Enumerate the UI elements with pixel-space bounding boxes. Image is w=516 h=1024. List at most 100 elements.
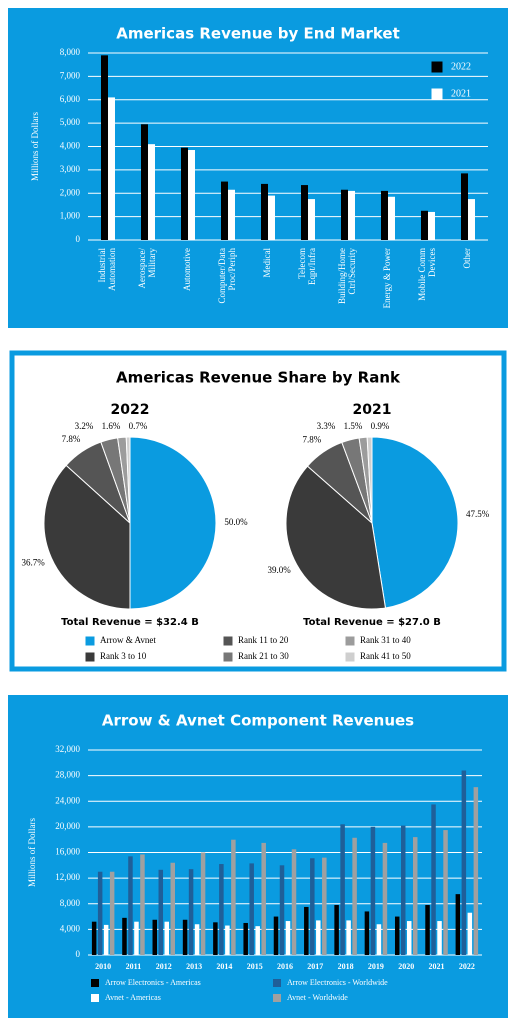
legend-swatch bbox=[85, 652, 95, 662]
data-label: 7.8% bbox=[302, 435, 321, 445]
y-tick-label: 4,000 bbox=[60, 923, 81, 933]
pie-slice bbox=[129, 436, 217, 610]
bar bbox=[394, 916, 400, 955]
bar bbox=[348, 190, 355, 240]
bar bbox=[381, 190, 388, 240]
chart-title: Arrow & Avnet Component Revenues bbox=[102, 712, 414, 730]
bar bbox=[388, 196, 395, 240]
bar bbox=[101, 55, 108, 241]
x-tick-label: Mobile Comm bbox=[417, 248, 427, 301]
data-label: 1.6% bbox=[102, 421, 121, 431]
bar bbox=[249, 863, 254, 955]
bar bbox=[108, 97, 115, 240]
bar bbox=[188, 150, 195, 240]
x-tick-label: Other bbox=[462, 248, 472, 269]
bar bbox=[152, 919, 158, 955]
bar bbox=[285, 921, 291, 955]
bar bbox=[468, 199, 475, 240]
bar bbox=[406, 921, 412, 955]
bar bbox=[225, 925, 230, 955]
bar bbox=[261, 183, 268, 240]
bar bbox=[376, 924, 382, 955]
legend-label: Rank 11 to 20 bbox=[238, 635, 289, 645]
data-label: 0.7% bbox=[129, 421, 148, 431]
x-tick-label: Automation bbox=[107, 248, 117, 291]
x-tick-label: 2018 bbox=[338, 962, 354, 971]
chart-title: Americas Revenue by End Market bbox=[116, 25, 400, 43]
x-tick-label: Telecom bbox=[297, 248, 307, 279]
legend-swatch bbox=[273, 979, 281, 987]
bar bbox=[461, 173, 468, 240]
bar bbox=[228, 189, 235, 240]
legend-label: Rank 41 to 50 bbox=[360, 651, 411, 661]
bar bbox=[128, 856, 133, 955]
bar bbox=[370, 826, 376, 955]
pie-slice bbox=[285, 465, 387, 610]
x-tick-label: Medical bbox=[262, 248, 272, 278]
x-tick-label: 2020 bbox=[398, 962, 414, 971]
x-tick-label: Aerospace/ bbox=[137, 248, 147, 289]
bar bbox=[346, 920, 351, 955]
bar bbox=[461, 770, 467, 955]
bar bbox=[109, 871, 115, 955]
legend-label: Rank 31 to 40 bbox=[360, 635, 411, 645]
bar bbox=[382, 842, 388, 955]
bar bbox=[308, 199, 315, 240]
y-tick-label: 0 bbox=[76, 234, 81, 244]
bar bbox=[141, 124, 148, 240]
x-tick-label: 2015 bbox=[247, 962, 263, 971]
bar bbox=[158, 869, 164, 955]
legend-label: Arrow Electronics - Americas bbox=[105, 978, 201, 987]
x-tick-label: 2017 bbox=[307, 962, 323, 971]
y-tick-label: 12,000 bbox=[55, 872, 80, 882]
legend-label: Arrow Electronics - Worldwide bbox=[287, 978, 388, 987]
x-tick-label: Military bbox=[147, 248, 157, 278]
bar bbox=[261, 842, 266, 955]
bar bbox=[194, 924, 200, 955]
y-tick-label: 24,000 bbox=[55, 795, 80, 805]
bar bbox=[268, 195, 275, 240]
bar bbox=[473, 787, 479, 955]
legend-swatch bbox=[85, 636, 95, 646]
bar bbox=[340, 824, 345, 955]
bar bbox=[310, 858, 315, 955]
legend-swatch bbox=[223, 652, 233, 662]
y-tick-label: 4,000 bbox=[60, 141, 81, 151]
y-tick-label: 28,000 bbox=[55, 770, 80, 780]
legend-label: Avnet - Americas bbox=[105, 993, 161, 1002]
panel bbox=[8, 8, 508, 328]
data-label: 1.5% bbox=[344, 421, 363, 431]
x-tick-label: Eqpt/Infra bbox=[307, 248, 317, 285]
bar bbox=[400, 825, 406, 955]
legend-swatch bbox=[345, 652, 355, 662]
bar bbox=[188, 869, 194, 955]
bar bbox=[140, 854, 145, 955]
x-tick-label: 2014 bbox=[216, 962, 232, 971]
bar bbox=[437, 921, 442, 955]
total-label: Total Revenue = $32.4 B bbox=[61, 617, 199, 628]
data-label: 7.8% bbox=[62, 434, 81, 444]
bar bbox=[219, 864, 224, 955]
bar bbox=[91, 921, 97, 955]
y-tick-label: 2,000 bbox=[60, 187, 81, 197]
bar bbox=[122, 917, 127, 955]
bar bbox=[231, 839, 236, 955]
pie-slice bbox=[371, 436, 459, 609]
x-tick-label: 2012 bbox=[156, 962, 172, 971]
bar bbox=[421, 210, 428, 240]
bar bbox=[322, 857, 327, 955]
bar bbox=[182, 919, 188, 955]
y-tick-label: 7,000 bbox=[60, 70, 81, 80]
bar bbox=[364, 911, 370, 955]
y-tick-label: 5,000 bbox=[60, 117, 81, 127]
y-tick-label: 1,000 bbox=[60, 211, 81, 221]
legend-swatch bbox=[431, 88, 443, 100]
y-axis-label: Millions of Dollars bbox=[27, 818, 37, 887]
bar bbox=[213, 922, 218, 955]
x-tick-label: Industrial bbox=[97, 248, 107, 283]
y-tick-label: 16,000 bbox=[55, 847, 80, 857]
x-tick-label: Proc/Periph bbox=[227, 248, 237, 291]
y-tick-label: 20,000 bbox=[55, 821, 80, 831]
